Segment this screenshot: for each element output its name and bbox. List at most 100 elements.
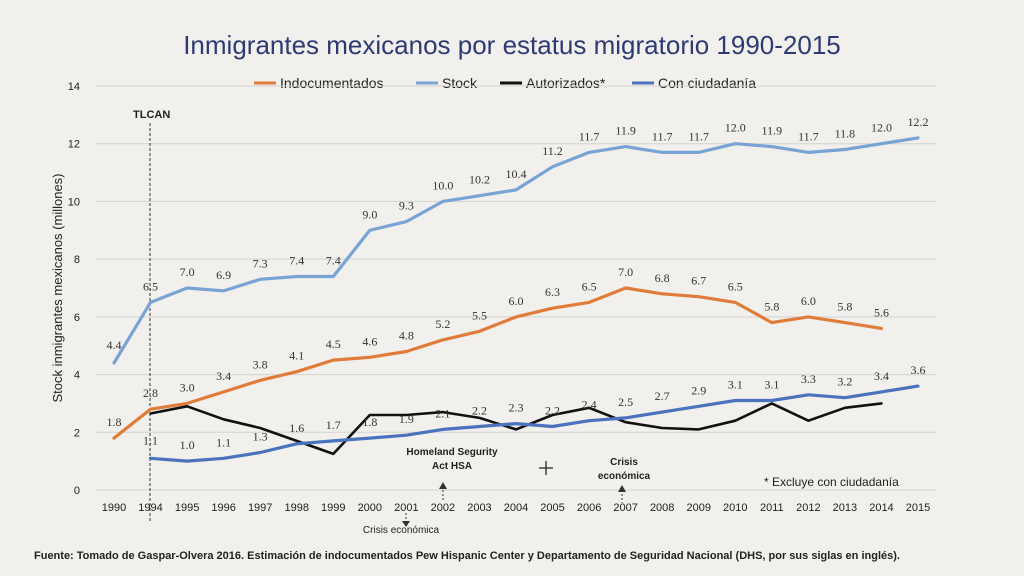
data-label: 2.5 <box>618 395 633 409</box>
data-label: 6.7 <box>691 274 706 288</box>
x-tick-label: 2012 <box>796 502 820 514</box>
series-line-indocumentados <box>112 286 884 440</box>
data-label: 12.0 <box>871 121 892 135</box>
data-label: 2.2 <box>472 404 487 418</box>
data-label: 1.3 <box>253 429 268 443</box>
homeland-annotation-line1: Homeland Segurity <box>406 447 498 458</box>
x-tick-label: 1999 <box>321 502 345 514</box>
legend: Indocumentados Stock Autorizados* Con ciuda… <box>254 75 756 91</box>
data-label: 10.4 <box>506 167 527 181</box>
series-line-stock <box>112 136 920 365</box>
data-label: 11.7 <box>579 129 600 143</box>
data-label: 1.1 <box>143 433 158 447</box>
x-tick-label: 2002 <box>431 502 455 514</box>
y-tick-label: 6 <box>74 312 80 324</box>
data-label: 3.1 <box>764 378 779 392</box>
x-tick-label: 2004 <box>504 502 528 514</box>
legend-item-autorizados-: Autorizados* <box>500 75 606 91</box>
data-label: 9.3 <box>399 199 414 213</box>
y-axis-ticks: 0 2 4 6 8 10 12 14 <box>68 81 80 497</box>
data-label: 7.4 <box>289 253 304 267</box>
crisis-2001-annotation: Crisis económica <box>363 525 440 536</box>
legend-label: Con ciudadanía <box>658 75 756 91</box>
data-label: 6.0 <box>509 294 524 308</box>
data-label: 4.5 <box>326 337 341 351</box>
data-label: 1.0 <box>180 438 195 452</box>
x-tick-label: 2001 <box>394 502 418 514</box>
data-label: 1.9 <box>399 412 414 426</box>
data-label: 3.2 <box>837 375 852 389</box>
data-label: 6.3 <box>545 285 560 299</box>
data-label: 1.7 <box>326 418 341 432</box>
x-tick-label: 2013 <box>833 502 857 514</box>
x-tick-label: 1990 <box>102 502 126 514</box>
homeland-annotation-line2: Act HSA <box>432 461 472 472</box>
x-tick-label: 2010 <box>723 502 747 514</box>
crisis-2007-annotation-line1: Crisis <box>610 457 638 468</box>
data-label: 7.4 <box>326 253 341 267</box>
data-label: 1.6 <box>289 421 304 435</box>
data-label: 3.0 <box>180 380 195 394</box>
series-line-con-ciudadan-a <box>148 384 920 463</box>
data-label: 5.8 <box>837 300 852 314</box>
y-tick-label: 8 <box>74 254 80 266</box>
data-label: 3.3 <box>801 372 816 386</box>
data-label: 6.8 <box>655 271 670 285</box>
y-tick-label: 14 <box>68 81 80 93</box>
data-label: 3.8 <box>253 357 268 371</box>
legend-label: Stock <box>442 75 478 91</box>
legend-item-indocumentados: Indocumentados <box>254 75 384 91</box>
x-tick-label: 2003 <box>467 502 491 514</box>
crisis-2001-arrow-head <box>402 521 410 527</box>
data-label: 6.5 <box>143 279 158 293</box>
data-label: 11.8 <box>835 126 856 140</box>
legend-label: Indocumentados <box>280 75 384 91</box>
data-label: 10.0 <box>432 178 453 192</box>
data-label: 2.9 <box>691 383 706 397</box>
y-tick-label: 4 <box>74 370 80 382</box>
data-label: 6.9 <box>216 268 231 282</box>
data-label: 11.2 <box>542 144 563 158</box>
data-label: 5.2 <box>435 317 450 331</box>
data-label: 6.0 <box>801 294 816 308</box>
legend-item-stock: Stock <box>416 75 478 91</box>
data-label: 5.5 <box>472 308 487 322</box>
y-tick-label: 12 <box>68 139 80 151</box>
x-tick-label: 2015 <box>906 502 930 514</box>
data-label: 12.0 <box>725 121 746 135</box>
y-axis-title: Stock inmigrantes mexicanos (millones) <box>50 173 65 402</box>
tlcan-label: TLCAN <box>133 109 170 121</box>
data-label: 6.5 <box>582 279 597 293</box>
x-tick-label: 1995 <box>175 502 199 514</box>
data-label: 7.3 <box>253 256 268 270</box>
y-tick-label: 10 <box>68 196 80 208</box>
chart-title: Inmigrantes mexicanos por estatus migrat… <box>183 30 841 60</box>
data-label: 2.7 <box>655 389 670 403</box>
x-tick-label: 1994 <box>138 502 162 514</box>
data-label: 2.8 <box>143 386 158 400</box>
data-labels: 1.8 2.8 3.0 3.4 3.8 4.1 4.5 4.6 4.8 5.2 5.5 6.0 6.3 6… <box>107 115 929 452</box>
footnote: * Excluye con ciudadanía <box>764 475 899 489</box>
data-label: 12.2 <box>908 115 929 129</box>
data-label: 10.2 <box>469 173 490 187</box>
data-label: 2.4 <box>582 398 597 412</box>
data-label: 3.4 <box>874 369 889 383</box>
x-tick-label: 2005 <box>540 502 564 514</box>
x-tick-label: 1998 <box>284 502 308 514</box>
data-label: 4.1 <box>289 349 304 363</box>
x-tick-label: 2008 <box>650 502 674 514</box>
data-label: 3.1 <box>728 378 743 392</box>
data-label: 2.3 <box>509 401 524 415</box>
y-tick-label: 0 <box>74 485 80 497</box>
legend-label: Autorizados* <box>526 75 606 91</box>
data-label: 4.4 <box>107 338 122 352</box>
crisis-2007-annotation-line2: económica <box>598 471 651 482</box>
data-label: 2.1 <box>435 406 450 420</box>
x-tick-label: 1997 <box>248 502 272 514</box>
y-tick-label: 2 <box>74 427 80 439</box>
data-label: 11.9 <box>762 124 783 138</box>
x-tick-label: 2006 <box>577 502 601 514</box>
data-label: 6.5 <box>728 279 743 293</box>
data-label: 7.0 <box>618 265 633 279</box>
